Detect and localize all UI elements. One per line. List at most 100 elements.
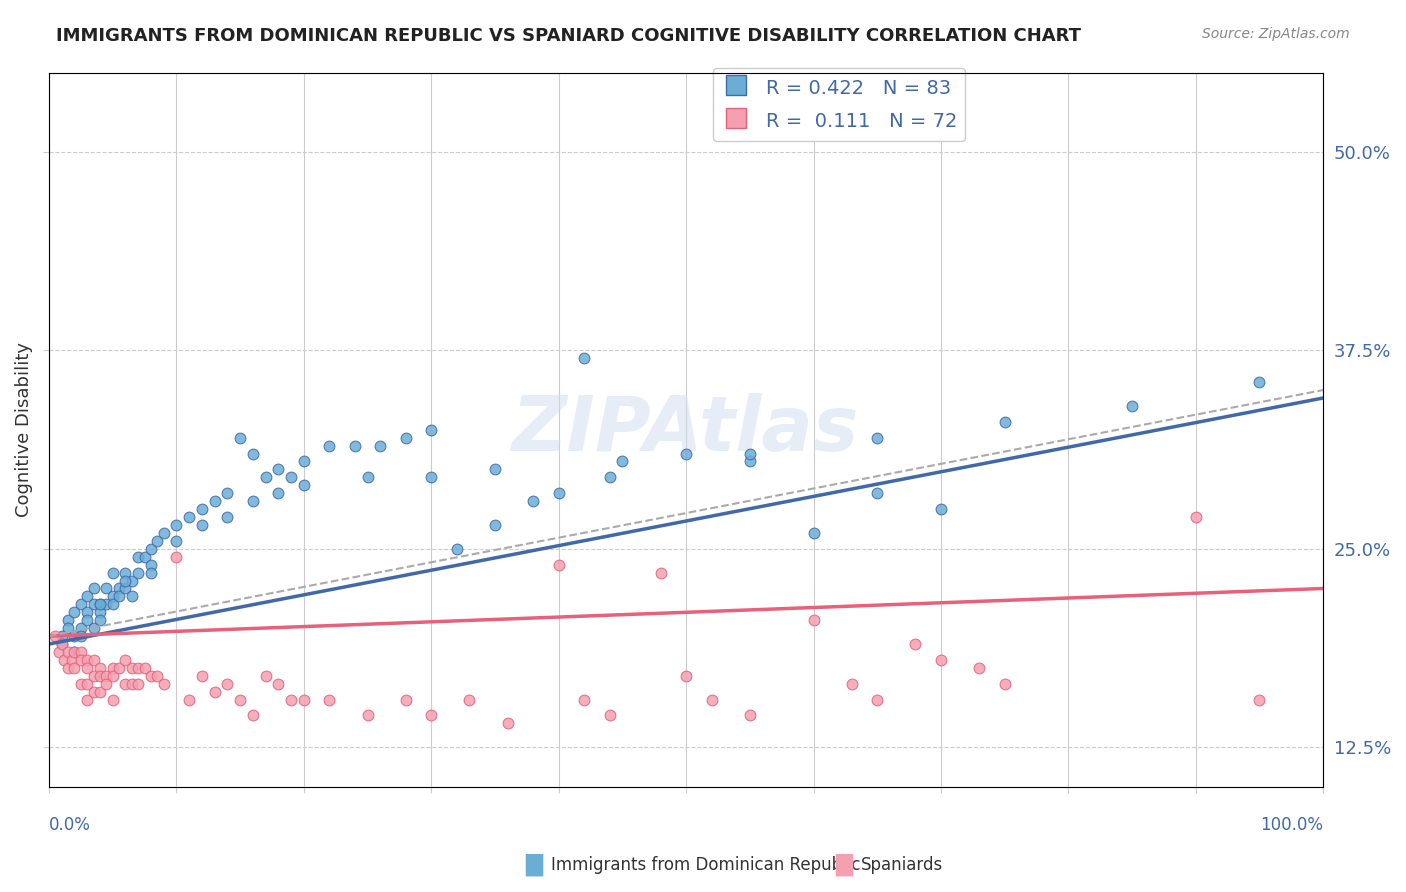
Point	[127, 661, 149, 675]
Point	[139, 558, 162, 572]
Point	[929, 653, 952, 667]
Point	[280, 692, 302, 706]
Point	[1184, 510, 1206, 524]
Point	[69, 645, 91, 659]
Point	[280, 470, 302, 484]
Point	[127, 677, 149, 691]
Point	[496, 716, 519, 731]
Point	[356, 708, 378, 723]
Point	[700, 692, 723, 706]
Point	[866, 692, 889, 706]
Point	[96, 582, 118, 596]
Point	[318, 439, 340, 453]
Point	[63, 605, 86, 619]
Point	[51, 637, 73, 651]
Point	[395, 431, 418, 445]
Point	[841, 677, 863, 691]
Text: ZIPAtlas: ZIPAtlas	[512, 392, 860, 467]
Point	[101, 590, 124, 604]
Point	[127, 549, 149, 564]
Point	[803, 613, 825, 627]
Point	[63, 645, 86, 659]
Point	[776, 113, 799, 128]
Point	[101, 669, 124, 683]
Point	[522, 494, 544, 508]
Point	[96, 677, 118, 691]
Point	[96, 598, 118, 612]
Text: █: █	[835, 854, 852, 877]
Point	[267, 486, 290, 500]
Point	[89, 613, 111, 627]
Point	[56, 621, 79, 635]
Point	[121, 661, 143, 675]
Text: 0.0%: 0.0%	[49, 815, 91, 833]
Point	[229, 692, 252, 706]
Point	[165, 518, 187, 533]
Point	[76, 661, 98, 675]
Point	[650, 566, 672, 580]
Point	[101, 692, 124, 706]
Point	[191, 518, 214, 533]
Point	[547, 558, 569, 572]
Point	[139, 541, 162, 556]
Point	[89, 669, 111, 683]
Text: Source: ZipAtlas.com: Source: ZipAtlas.com	[1202, 27, 1350, 41]
Point	[76, 677, 98, 691]
Point	[139, 669, 162, 683]
Point	[675, 669, 697, 683]
Point	[217, 510, 239, 524]
Point	[217, 677, 239, 691]
Point	[114, 582, 136, 596]
Text: IMMIGRANTS FROM DOMINICAN REPUBLIC VS SPANIARD COGNITIVE DISABILITY CORRELATION : IMMIGRANTS FROM DOMINICAN REPUBLIC VS SP…	[56, 27, 1081, 45]
Y-axis label: Cognitive Disability: Cognitive Disability	[15, 343, 32, 517]
Point	[69, 598, 91, 612]
Point	[60, 653, 83, 667]
Point	[191, 502, 214, 516]
Point	[69, 653, 91, 667]
Point	[76, 590, 98, 604]
Point	[51, 629, 73, 643]
Point	[108, 582, 131, 596]
Point	[101, 598, 124, 612]
Point	[152, 677, 174, 691]
Point	[108, 590, 131, 604]
Point	[44, 629, 66, 643]
Point	[572, 351, 595, 366]
Point	[599, 470, 621, 484]
Point	[165, 549, 187, 564]
Point	[83, 653, 105, 667]
Point	[134, 549, 156, 564]
Point	[51, 637, 73, 651]
Point	[69, 629, 91, 643]
Point	[146, 669, 169, 683]
Point	[929, 502, 952, 516]
Point	[994, 415, 1017, 429]
Point	[254, 470, 277, 484]
Point	[267, 462, 290, 476]
Point	[866, 431, 889, 445]
Point	[56, 661, 79, 675]
Point	[343, 439, 366, 453]
Point	[69, 677, 91, 691]
Point	[204, 684, 226, 698]
Point	[866, 486, 889, 500]
Point	[152, 525, 174, 540]
Text: Immigrants from Dominican Republic: Immigrants from Dominican Republic	[551, 856, 860, 874]
Point	[76, 653, 98, 667]
Point	[48, 645, 70, 659]
Point	[56, 613, 79, 627]
Point	[69, 621, 91, 635]
Point	[547, 486, 569, 500]
Point	[1249, 375, 1271, 389]
Point	[254, 669, 277, 683]
Point	[292, 692, 315, 706]
Point	[121, 574, 143, 588]
Point	[114, 653, 136, 667]
Point	[420, 423, 443, 437]
Point	[139, 566, 162, 580]
Point	[242, 446, 264, 460]
Point	[612, 454, 634, 468]
Point	[204, 494, 226, 508]
Point	[83, 669, 105, 683]
Point	[318, 692, 340, 706]
